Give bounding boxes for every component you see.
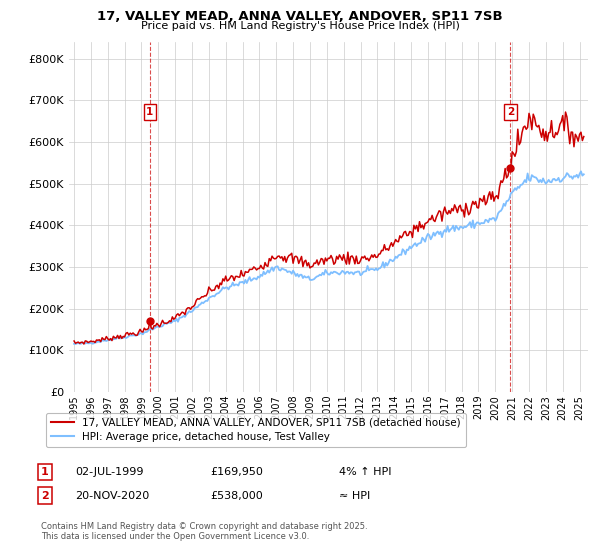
Text: 1: 1 <box>146 107 154 117</box>
Text: 17, VALLEY MEAD, ANNA VALLEY, ANDOVER, SP11 7SB: 17, VALLEY MEAD, ANNA VALLEY, ANDOVER, S… <box>97 10 503 23</box>
Text: 2: 2 <box>41 491 49 501</box>
Text: 2: 2 <box>507 107 514 117</box>
Legend: 17, VALLEY MEAD, ANNA VALLEY, ANDOVER, SP11 7SB (detached house), HPI: Average p: 17, VALLEY MEAD, ANNA VALLEY, ANDOVER, S… <box>46 413 466 447</box>
Text: ≈ HPI: ≈ HPI <box>339 491 370 501</box>
Text: £169,950: £169,950 <box>210 467 263 477</box>
Text: £538,000: £538,000 <box>210 491 263 501</box>
Text: Price paid vs. HM Land Registry's House Price Index (HPI): Price paid vs. HM Land Registry's House … <box>140 21 460 31</box>
Text: 20-NOV-2020: 20-NOV-2020 <box>75 491 149 501</box>
Text: 4% ↑ HPI: 4% ↑ HPI <box>339 467 391 477</box>
Text: 1: 1 <box>41 467 49 477</box>
Text: Contains HM Land Registry data © Crown copyright and database right 2025.
This d: Contains HM Land Registry data © Crown c… <box>41 522 367 542</box>
Text: 02-JUL-1999: 02-JUL-1999 <box>75 467 143 477</box>
